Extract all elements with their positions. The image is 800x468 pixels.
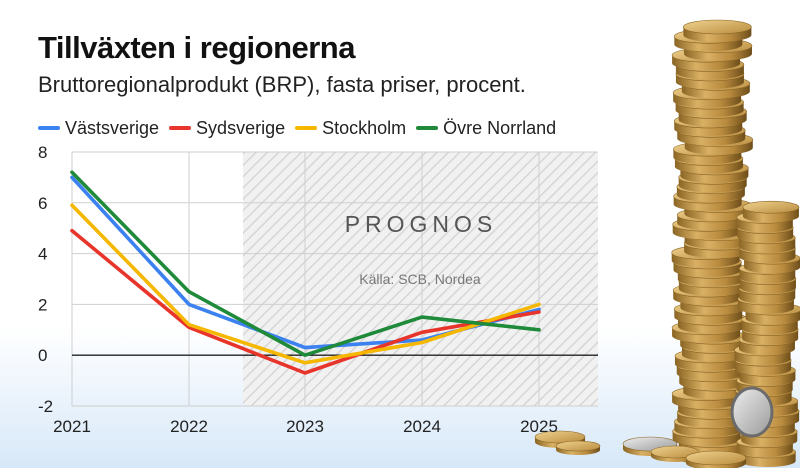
- chart-subtitle: Bruttoregionalprodukt (BRP), fasta prise…: [38, 72, 526, 97]
- y-tick-label: 4: [38, 245, 47, 264]
- coin: [742, 200, 800, 223]
- legend-label-vastsverige: Västsverige: [65, 117, 160, 138]
- legend-swatch-vastsverige: [38, 126, 60, 130]
- series-line-stockholm: [70, 203, 541, 365]
- x-tick-label: 2022: [170, 417, 208, 436]
- legend-item-sydsverige: Sydsverige: [169, 118, 285, 139]
- legend-label-ovre-norrland: Övre Norrland: [443, 117, 557, 138]
- prognos-label: PROGNOS: [345, 211, 498, 237]
- y-tick-label: 2: [38, 295, 47, 314]
- legend-swatch-stockholm: [295, 126, 318, 130]
- y-tick-label: -2: [38, 397, 53, 416]
- legend-label-sydsverige: Sydsverige: [196, 117, 286, 138]
- y-tick-label: 0: [38, 346, 47, 365]
- coin: [555, 440, 601, 455]
- y-tick-label: 8: [38, 143, 47, 162]
- series-line-sydsverige: [70, 228, 541, 375]
- y-tick-label: 6: [38, 194, 47, 213]
- legend-item-vastsverige: Västsverige: [38, 118, 159, 139]
- coin: [685, 450, 747, 468]
- legend-swatch-ovre-norrland: [416, 126, 439, 130]
- x-tick-label: 2024: [403, 417, 441, 436]
- x-tick-label: 2021: [53, 417, 91, 436]
- chart-title: Tillväxten i regionerna: [38, 30, 355, 65]
- source-label: Källa: SCB, Nordea: [359, 271, 481, 287]
- standing-coin: [730, 386, 774, 438]
- x-tick-label: 2023: [286, 417, 324, 436]
- legend-label-stockholm: Stockholm: [322, 117, 407, 138]
- chart-legend: Västsverige Sydsverige Stockholm Övre No…: [38, 116, 556, 140]
- series-line-övre-norrland: [70, 170, 541, 358]
- coin: [683, 19, 752, 42]
- x-tick-label: 2025: [520, 417, 558, 436]
- legend-item-stockholm: Stockholm: [295, 118, 406, 139]
- legend-item-ovre-norrland: Övre Norrland: [416, 118, 556, 139]
- legend-swatch-sydsverige: [169, 126, 192, 130]
